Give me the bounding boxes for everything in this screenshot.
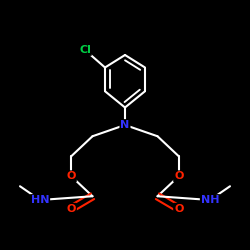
Text: Cl: Cl	[79, 45, 91, 55]
Text: O: O	[174, 204, 184, 214]
Text: N: N	[120, 120, 130, 130]
Text: NH: NH	[201, 195, 219, 205]
Text: O: O	[174, 171, 184, 181]
Text: O: O	[66, 204, 76, 214]
Text: O: O	[66, 171, 76, 181]
Text: HN: HN	[31, 195, 49, 205]
